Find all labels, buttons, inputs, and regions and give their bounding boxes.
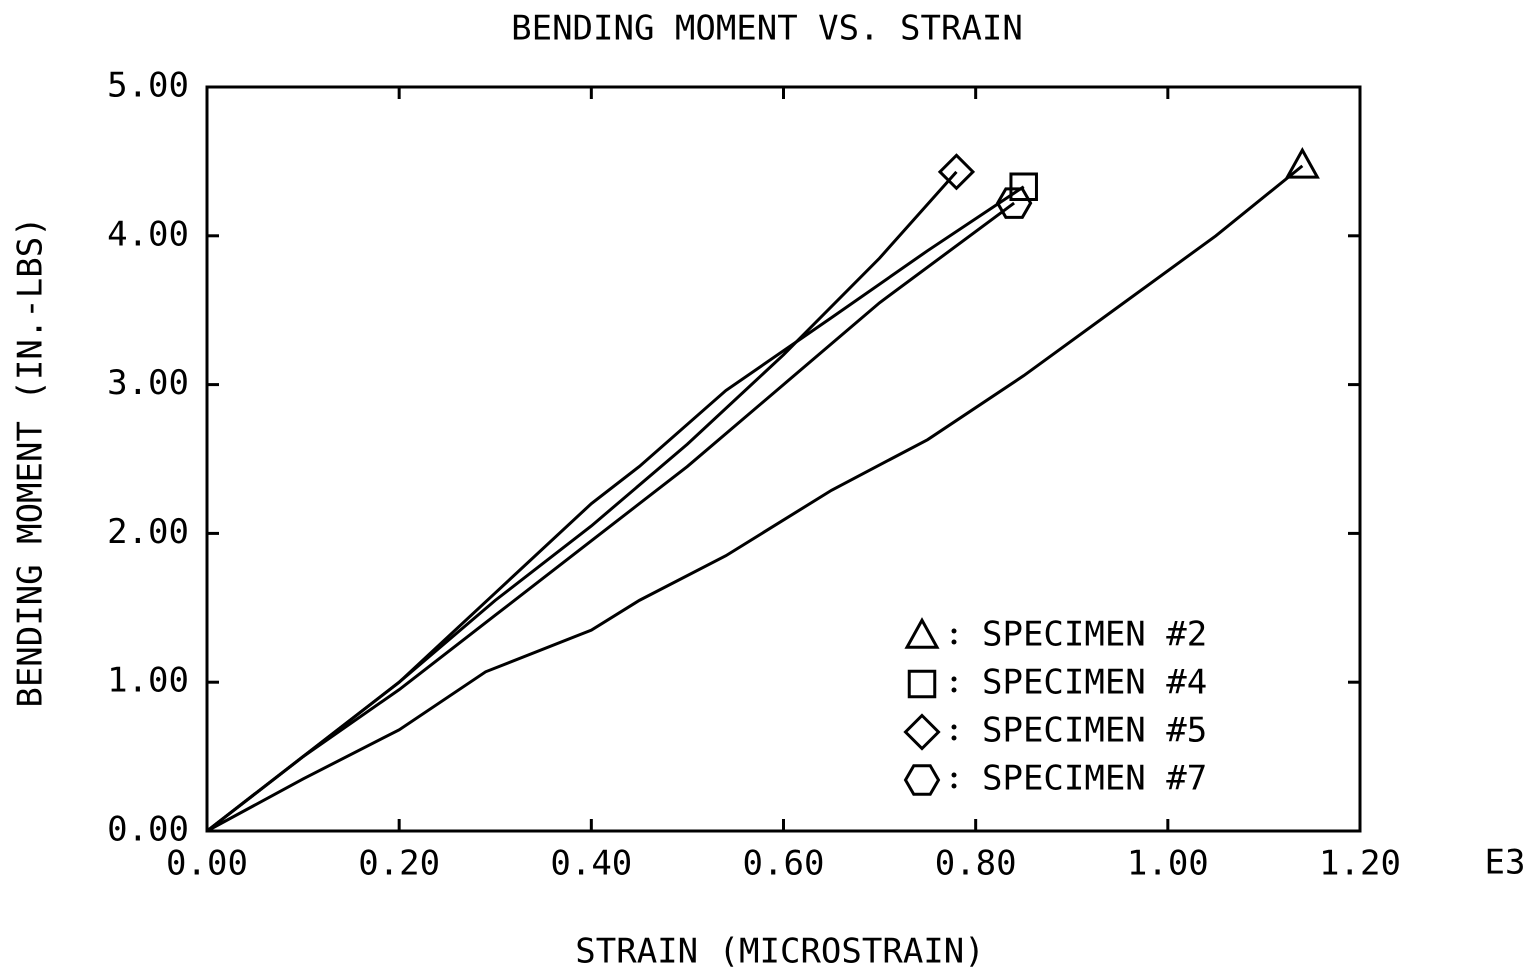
legend-colon (951, 735, 957, 741)
legend-marker (904, 617, 940, 649)
x-tick-label: 0.60 (743, 844, 825, 884)
legend-colon (951, 783, 957, 789)
y-axis-label: BENDING MOMENT (IN.-LBS) (11, 216, 51, 707)
legend-label: SPECIMEN #7 (982, 759, 1207, 799)
chart-title: BENDING MOMENT VS. STRAIN (511, 9, 1023, 49)
y-tick-label: 3.00 (107, 363, 189, 403)
x-tick-label: 0.00 (166, 844, 248, 884)
series-line (206, 164, 1304, 833)
series-line (206, 201, 1015, 833)
x-axis-label: STRAIN (MICROSTRAIN) (575, 932, 984, 972)
legend-colon (951, 687, 957, 693)
end-marker (937, 153, 976, 191)
y-tick-label: 0.00 (107, 810, 189, 850)
end-marker (995, 187, 1033, 219)
x-multiplier: E3 (1485, 843, 1526, 883)
legend-colon (951, 628, 957, 634)
end-marker (1009, 172, 1038, 201)
series-line (206, 170, 958, 833)
legend-colon (951, 639, 957, 645)
legend-marker (903, 713, 941, 751)
x-tick-label: 0.20 (358, 844, 440, 884)
legend-marker (907, 669, 937, 699)
y-tick-label: 2.00 (107, 512, 189, 552)
y-tick-label: 4.00 (107, 214, 189, 254)
x-tick-label: 0.80 (935, 844, 1017, 884)
legend-colon (951, 676, 957, 682)
y-tick-label: 1.00 (107, 661, 189, 701)
legend-label: SPECIMEN #5 (982, 711, 1207, 751)
legend-label: SPECIMEN #2 (982, 615, 1207, 655)
x-tick-label: 0.40 (550, 844, 632, 884)
legend-colon (951, 724, 957, 730)
end-marker (1284, 147, 1320, 179)
x-tick-label: 1.20 (1319, 844, 1401, 884)
legend-marker (903, 764, 941, 796)
y-tick-label: 5.00 (107, 66, 189, 106)
legend-colon (951, 772, 957, 778)
x-tick-label: 1.00 (1127, 844, 1209, 884)
legend-label: SPECIMEN #4 (982, 663, 1207, 703)
